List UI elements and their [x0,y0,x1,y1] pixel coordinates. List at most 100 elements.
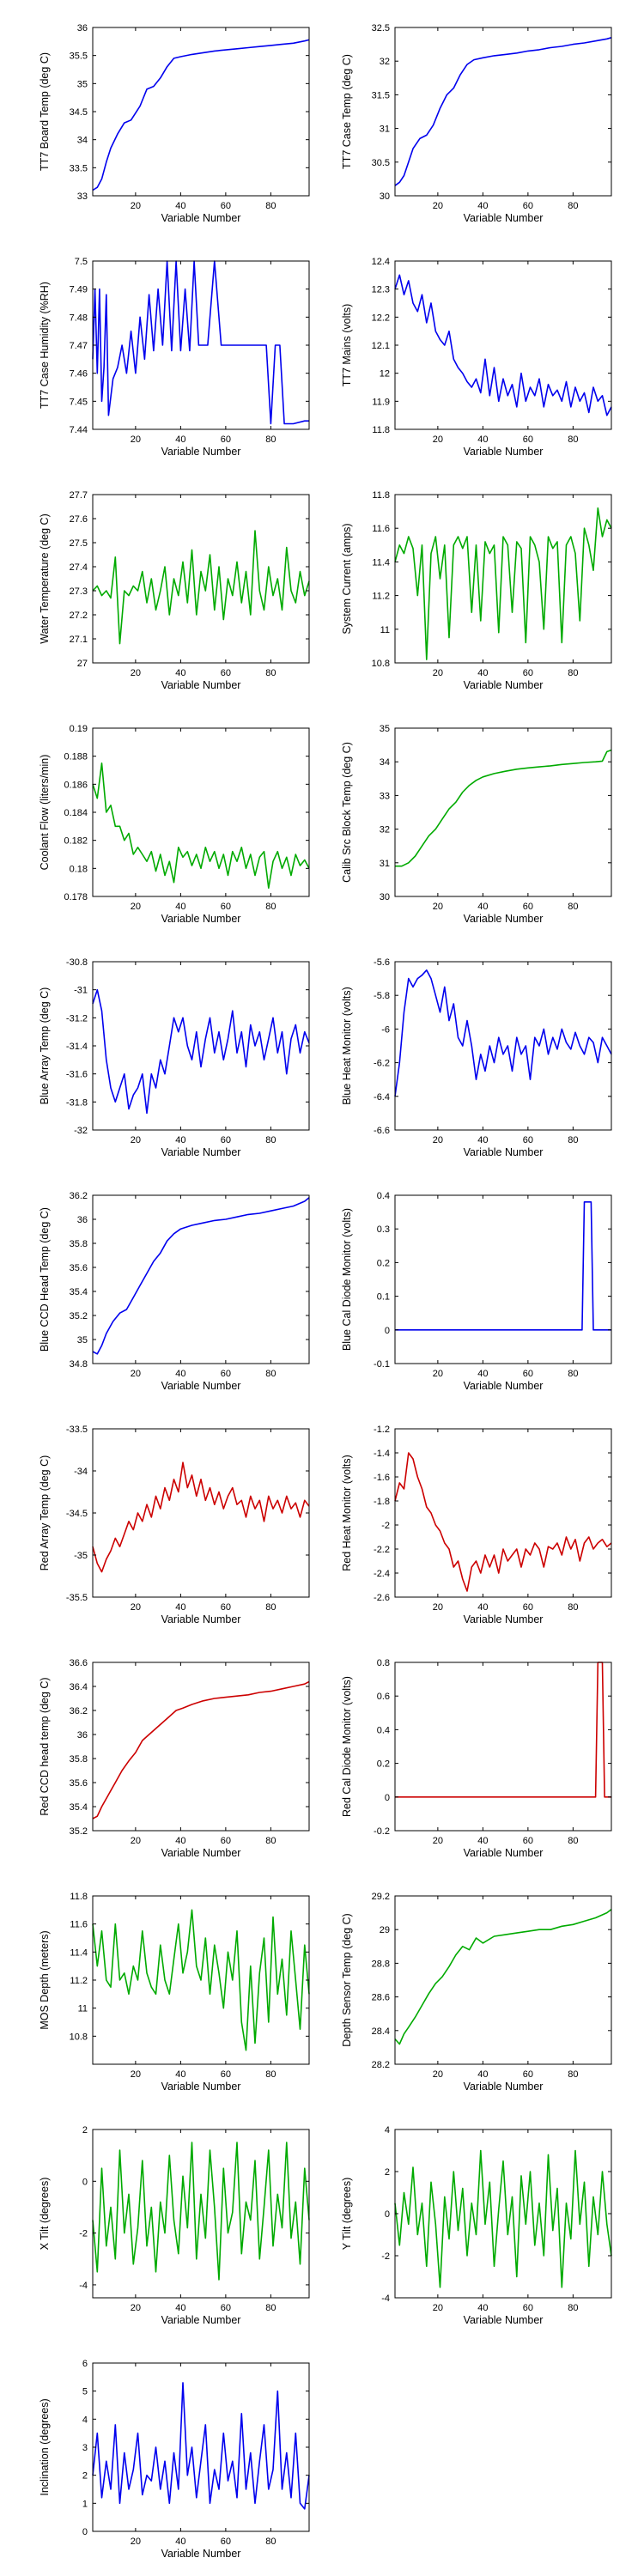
y-tick-label: 0.18 [70,864,88,874]
x-tick-label: 60 [221,2303,231,2313]
series-line [394,274,612,416]
plot-frame [394,27,612,197]
y-tick-label: 0.182 [64,836,88,847]
x-tick-label: 40 [175,1836,185,1846]
chart-panel: 20 40 60 80 -0.2 0 0.2 0.4 0.6 0.8 Variable Number… [341,1658,612,1859]
series-line [92,1680,310,1820]
y-tick-label: 11 [380,625,390,635]
y-tick-label: 11.8 [372,425,390,435]
y-tick-label: -31.6 [66,1070,88,1080]
y-tick-label: -6.4 [374,1092,390,1103]
y-tick-label: 1 [82,2499,88,2509]
y-axis-label: Red Cal Diode Monitor (volts) [341,1676,353,1817]
y-tick-label: -6.6 [374,1126,390,1136]
x-tick-label: 40 [175,1369,185,1379]
y-tick-label: 27.1 [70,635,88,645]
x-tick-label: 60 [221,902,231,912]
y-tick-label: 12.1 [372,341,390,351]
x-tick-label: 20 [433,434,443,445]
y-tick-label: 35 [77,1335,88,1346]
y-axis-label: Depth Sensor Temp (deg C) [341,1913,353,2046]
chart-panel: 20 40 60 80 10.8 11 11.2 11.4 11.6 11.8 Variable N… [341,490,612,691]
y-tick-label: 12 [380,369,390,380]
y-tick-label: -1.8 [374,1497,390,1507]
y-tick-label: 0 [385,1793,390,1803]
x-tick-label: 20 [131,668,141,678]
series-line [92,988,310,1115]
y-tick-label: -33.5 [66,1425,88,1435]
x-axis-label: Variable Number [161,1613,241,1625]
y-tick-label: -1.4 [374,1449,390,1459]
x-tick-label: 60 [221,1836,231,1846]
y-tick-label: 27.4 [70,562,88,573]
y-tick-label: 35.8 [70,1239,88,1249]
y-axis-label: Blue Array Temp (deg C) [39,987,51,1105]
x-tick-label: 20 [433,1135,443,1145]
x-tick-label: 40 [477,434,488,445]
chart-panel: 20 40 60 80 -6.6 -6.4 -6.2 -6 -5.8 -5.6 Variable N… [341,957,612,1158]
x-tick-label: 60 [221,1602,231,1613]
y-tick-label: 0.3 [377,1224,390,1235]
y-tick-label: 11.8 [70,1892,88,1902]
x-axis-label: Variable Number [161,1146,241,1158]
y-tick-label: 0 [385,2209,390,2220]
y-tick-label: -0.1 [374,1359,390,1370]
y-tick-label: 36.2 [70,1191,88,1201]
chart-panel: 20 40 60 80 30 31 32 33 34 35 Variable Number Calib… [341,724,612,925]
y-tick-label: 0 [82,2177,88,2187]
y-tick-label: 0.19 [70,724,88,734]
y-tick-label: 35.4 [70,1287,88,1297]
y-axis-label: TT7 Board Temp (deg C) [39,52,51,171]
y-tick-label: 36 [77,1215,88,1225]
y-axis-label: TT7 Mains (volts) [341,304,353,387]
y-tick-label: 12.3 [372,285,390,295]
x-tick-label: 20 [433,668,443,678]
y-tick-label: 33 [380,791,390,801]
y-tick-label: 11.6 [372,524,390,534]
chart-panel: 20 40 60 80 -2.6 -2.4 -2.2 -2 -1.8 -1.6 -1.4 -1.2 Va… [341,1425,612,1625]
y-axis-label: Coolant Flow (liters/min) [39,755,51,871]
x-tick-label: 40 [477,201,488,211]
chart-panel: 20 40 60 80 11.8 11.9 12 12.1 12.2 12.3 12.4 Variab… [341,257,612,458]
y-tick-label: 27.6 [70,514,88,525]
x-tick-label: 20 [433,2069,443,2080]
y-tick-label: 27.3 [70,586,88,597]
y-axis-label: Blue Heat Monitor (volts) [341,987,353,1105]
x-axis-label: Variable Number [464,446,544,458]
x-tick-label: 60 [221,1135,231,1145]
x-tick-label: 40 [477,1135,488,1145]
y-tick-label: 2 [82,2471,88,2482]
series-line [394,1452,612,1592]
chart-panel: 20 40 60 80 10.8 11 11.2 11.4 11.6 11.8 Variable N… [39,1892,310,2093]
x-tick-label: 40 [477,1836,488,1846]
chart-panel: 20 40 60 80 30 30.5 31 31.5 32 32.5 Variable Numbe… [341,23,612,224]
x-axis-label: Variable Number [464,1146,544,1158]
y-tick-label: 12.4 [372,257,390,267]
x-axis-label: Variable Number [161,2548,241,2560]
x-axis-label: Variable Number [464,1380,544,1392]
series-line [92,1909,310,2051]
y-tick-label: 7.46 [70,369,88,380]
plot-frame [394,1194,612,1364]
y-tick-label: -6 [381,1024,390,1035]
plot-frame [394,1428,612,1598]
x-axis-label: Variable Number [464,679,544,691]
y-tick-label: 28.6 [372,1993,390,2003]
y-tick-label: 33 [77,191,88,202]
y-tick-label: 11 [78,2004,88,2014]
x-tick-label: 40 [175,2303,185,2313]
y-tick-label: 4 [385,2125,390,2136]
y-tick-label: 36.4 [70,1682,88,1692]
x-tick-label: 40 [175,1135,185,1145]
y-tick-label: -35.5 [66,1593,88,1603]
x-axis-label: Variable Number [464,212,544,224]
y-tick-label: 0.6 [377,1692,390,1702]
y-tick-label: 0 [82,2527,88,2537]
series-line [92,1197,310,1355]
y-tick-label: 35.2 [70,1311,88,1321]
y-tick-label: -2 [79,2229,88,2239]
x-tick-label: 80 [265,2303,276,2313]
y-tick-label: 32.5 [372,23,390,33]
x-tick-label: 60 [523,1602,533,1613]
y-tick-label: 35.2 [70,1826,88,1837]
